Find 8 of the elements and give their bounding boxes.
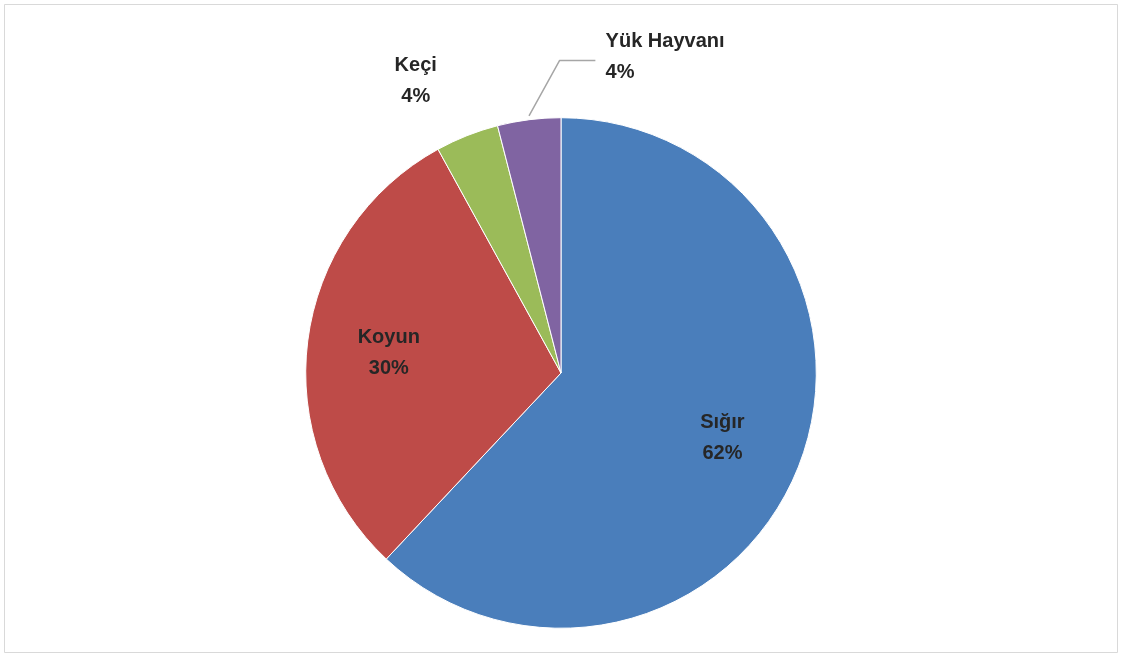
slice-label: Koyun xyxy=(357,325,420,348)
data-label: 4% xyxy=(401,83,431,106)
slice-label: Keçi xyxy=(394,53,437,76)
data-label: 4% xyxy=(605,59,635,82)
data-label: 30% xyxy=(368,355,410,378)
slice-label: Sığır xyxy=(700,410,745,433)
data-label: 62% xyxy=(702,440,743,463)
slice-label: Yük Hayvanı xyxy=(605,29,725,52)
